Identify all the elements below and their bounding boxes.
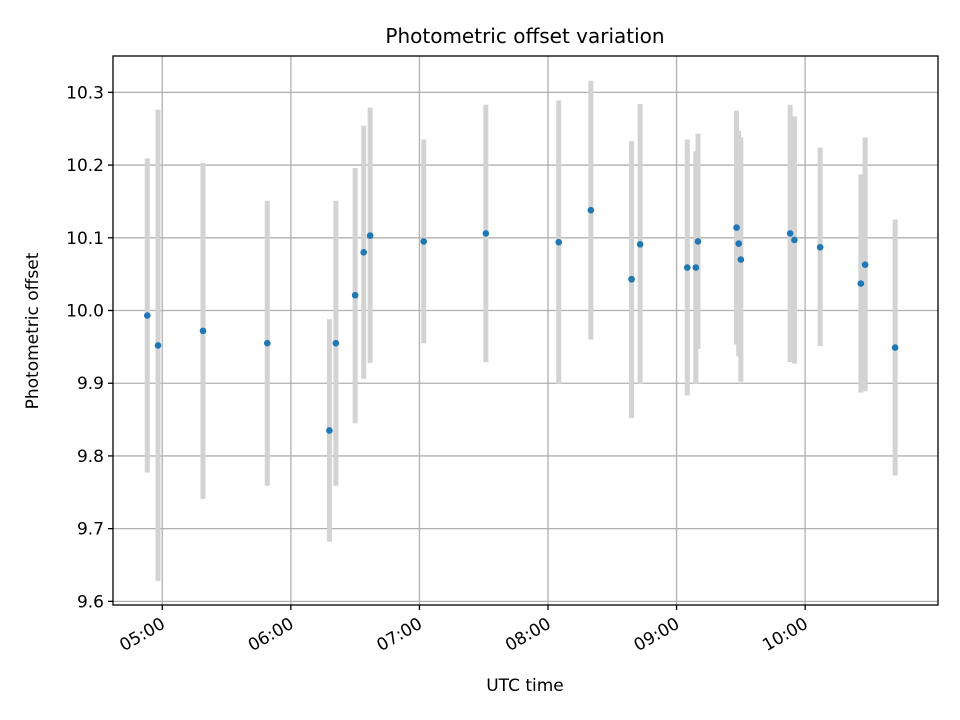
y-tick-label: 9.9 (77, 374, 104, 394)
chart-title: Photometric offset variation (385, 24, 664, 48)
x-tick-label: 05:00 (116, 614, 168, 656)
x-tick-label: 09:00 (631, 614, 683, 656)
data-point (816, 243, 824, 251)
data-point (733, 224, 740, 231)
x-axis: 05:00 06:00 07:00 08:00 09:00 10:00 (116, 605, 812, 656)
x-tick-label: 10:00 (759, 614, 811, 656)
x-tick-label: 08:00 (502, 614, 554, 656)
data-point (263, 339, 271, 347)
plot-frame (112, 55, 939, 606)
data-point (360, 249, 368, 256)
y-axis-title: Photometric offset (23, 252, 43, 409)
data-point (332, 339, 340, 347)
data-point (326, 427, 333, 434)
data-point (737, 256, 745, 263)
x-tick-label: 06:00 (245, 614, 297, 656)
y-tick-label: 9.8 (77, 447, 104, 467)
data-point (351, 291, 359, 299)
y-tick-label: 10.2 (66, 156, 104, 176)
data-point (628, 275, 635, 283)
data-point (692, 264, 700, 271)
data-point (891, 344, 899, 351)
y-tick-label: 9.6 (77, 592, 104, 612)
point-layer (143, 206, 899, 434)
y-tick-label: 10.3 (66, 83, 104, 103)
data-point (420, 238, 428, 245)
y-tick-label: 10.0 (66, 302, 104, 322)
data-point (154, 342, 162, 349)
data-point (786, 230, 794, 237)
data-point (482, 230, 490, 237)
y-axis: 9.6 9.7 9.8 9.9 10.0 10.1 10.2 10.3 (66, 83, 113, 612)
data-point (861, 261, 869, 268)
data-point (199, 327, 207, 335)
data-point (735, 240, 743, 247)
data-point (366, 232, 374, 239)
y-tick-label: 9.7 (77, 520, 104, 540)
data-point (587, 206, 595, 214)
x-tick-label: 07:00 (373, 614, 425, 656)
errorbar-layer (144, 80, 898, 582)
data-point (857, 280, 865, 287)
data-point (683, 264, 691, 271)
data-point (694, 238, 702, 245)
grid-lines (113, 56, 938, 605)
data-point (555, 238, 563, 246)
y-tick-label: 10.1 (66, 229, 104, 249)
data-point (636, 241, 644, 248)
data-point (791, 236, 798, 244)
data-point (143, 312, 151, 319)
x-axis-title: UTC time (486, 676, 564, 696)
